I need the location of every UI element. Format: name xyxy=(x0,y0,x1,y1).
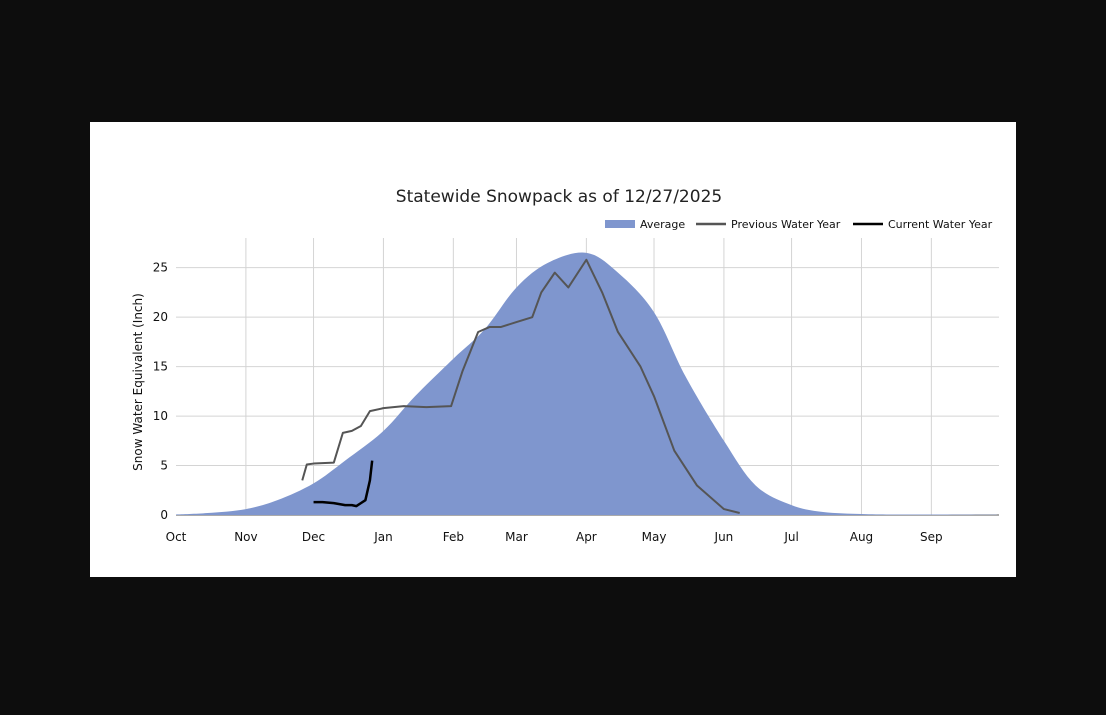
y-tick-label: 0 xyxy=(160,508,168,522)
x-tick-label: Dec xyxy=(302,530,325,544)
x-tick-label: Jul xyxy=(783,530,798,544)
x-tick-label: Sep xyxy=(920,530,943,544)
average-area xyxy=(176,252,997,515)
x-tick-label: Feb xyxy=(443,530,464,544)
y-axis-label: Snow Water Equivalent (Inch) xyxy=(131,293,145,471)
x-tick-label: May xyxy=(642,530,667,544)
legend-swatch-average xyxy=(605,220,635,228)
lines-layer xyxy=(301,258,740,514)
legend: Average Previous Water Year Current Water … xyxy=(605,218,993,231)
legend-label: Previous Water Year xyxy=(731,218,841,231)
y-tick-label: 5 xyxy=(160,459,168,473)
snowpack-chart: Statewide Snowpack as of 12/27/2025 Oct N… xyxy=(131,187,999,544)
chart-panel: Statewide Snowpack as of 12/27/2025 Oct N… xyxy=(90,122,1016,577)
current-water-year-line xyxy=(313,460,374,508)
y-tick-label: 20 xyxy=(153,310,168,324)
y-tick-label: 10 xyxy=(153,409,168,423)
x-tick-label: Mar xyxy=(505,530,528,544)
previous-water-year-line xyxy=(301,258,740,514)
x-tick-label: Nov xyxy=(234,530,257,544)
x-tick-label: Apr xyxy=(576,530,597,544)
legend-label: Current Water Year xyxy=(888,218,993,231)
y-tick-label: 25 xyxy=(153,261,168,275)
legend-label: Average xyxy=(640,218,685,231)
x-tick-label: Aug xyxy=(850,530,873,544)
x-axis-ticks: Oct Nov Dec Jan Feb Mar Apr May Jun Jul Aug Sep xyxy=(166,530,943,544)
x-tick-label: Jun xyxy=(714,530,734,544)
chart-title: Statewide Snowpack as of 12/27/2025 xyxy=(396,187,722,207)
x-tick-label: Jan xyxy=(373,530,393,544)
average-area-layer xyxy=(176,252,997,515)
y-tick-label: 15 xyxy=(153,360,168,374)
y-axis-ticks: 0 5 10 15 20 25 xyxy=(153,261,168,522)
x-tick-label: Oct xyxy=(166,530,187,544)
